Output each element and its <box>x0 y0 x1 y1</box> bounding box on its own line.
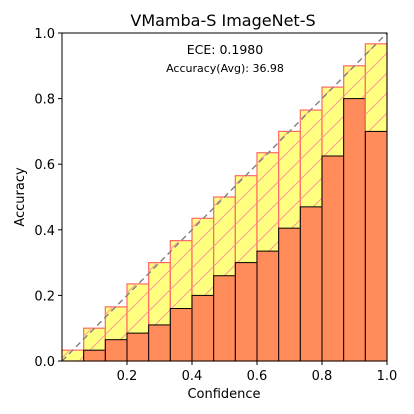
x-tick-label: 0.4 <box>182 369 203 384</box>
accuracy-bar-13 <box>321 155 345 362</box>
y-tick-label: 0.2 <box>34 289 55 304</box>
accuracy-bar-7 <box>191 294 215 362</box>
accuracy-bar-3 <box>104 339 128 362</box>
x-tick-label: 1.0 <box>377 369 398 384</box>
accuracy-bar-5 <box>148 324 171 362</box>
y-tick-label: 0.0 <box>34 355 55 370</box>
accuracy-bar-4 <box>126 332 150 362</box>
x-axis: 0.2 0.4 0.6 0.8 1.0 <box>117 361 398 384</box>
y-tick-label: 1.0 <box>34 27 55 42</box>
gap-hatch-1 <box>62 350 84 361</box>
y-axis-label: Accuracy <box>13 167 28 227</box>
ece-label: ECE: 0.1980 <box>187 42 263 57</box>
plot-area <box>61 32 388 362</box>
chart-title: VMamba-S ImageNet-S <box>130 11 315 30</box>
y-tick-label: 0.8 <box>34 93 55 108</box>
x-tick-label: 0.8 <box>312 369 333 384</box>
accuracy-bar-15 <box>364 130 388 362</box>
accuracy-avg-label: Accuracy(Avg): 36.98 <box>166 62 284 75</box>
y-axis: 0.0 0.2 0.4 0.6 0.8 1.0 <box>34 27 62 370</box>
perfect-calibration-line <box>61 32 388 362</box>
accuracy-bar-8 <box>213 275 236 362</box>
accuracy-bar-2 <box>83 349 106 362</box>
plot-frame <box>61 32 388 362</box>
accuracy-bar-11 <box>278 227 301 362</box>
accuracy-bar-10 <box>256 250 280 362</box>
x-tick-label: 0.2 <box>117 369 138 384</box>
accuracy-bar-12 <box>299 206 323 362</box>
y-tick-label: 0.4 <box>34 224 55 239</box>
accuracy-bar-14 <box>343 98 366 362</box>
x-axis-label: Confidence <box>187 387 260 402</box>
y-tick-label: 0.6 <box>34 158 55 173</box>
accuracy-bar-6 <box>169 308 193 362</box>
accuracy-bar-9 <box>234 262 258 362</box>
x-tick-label: 0.6 <box>247 369 268 384</box>
